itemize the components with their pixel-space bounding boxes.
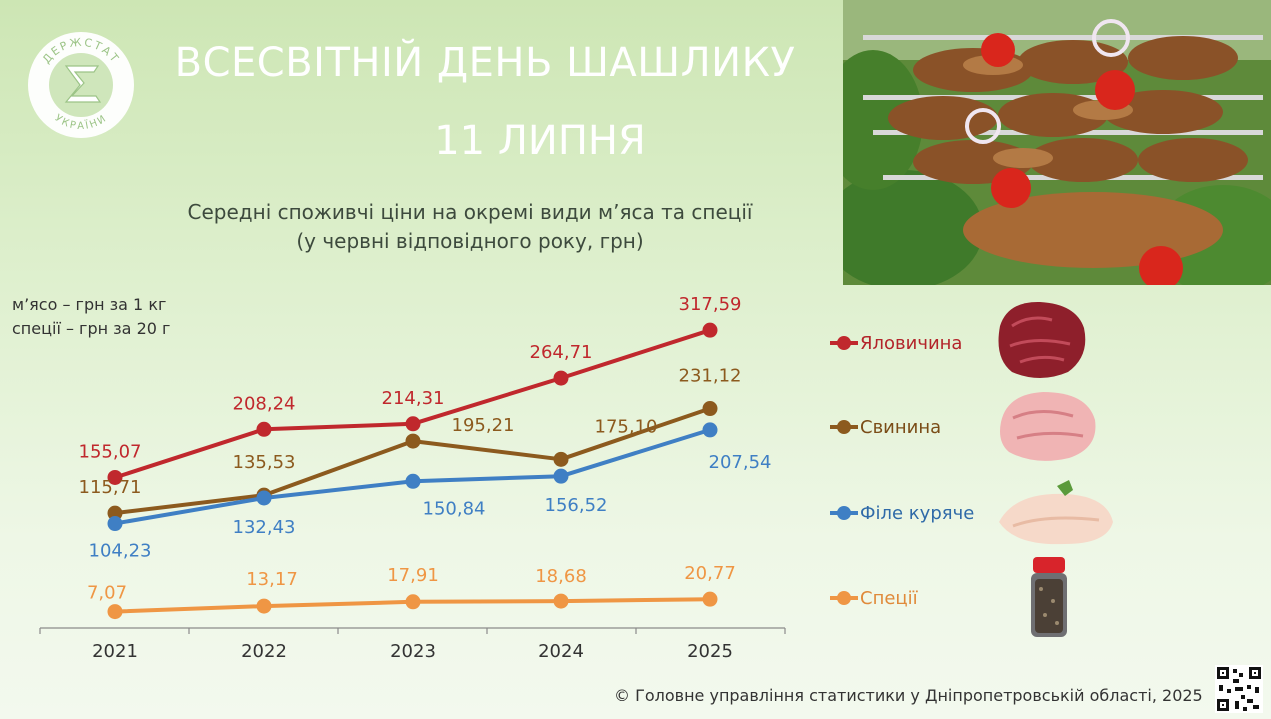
legend-marker <box>830 591 858 605</box>
data-label-beef: 155,07 <box>79 441 142 462</box>
legend-marker <box>830 336 858 350</box>
legend-label: Спеції <box>860 587 918 609</box>
subtitle-line-2: (у червні відповідного року, грн) <box>296 229 644 253</box>
data-label-spices: 7,07 <box>87 583 127 604</box>
data-point-pork <box>107 505 123 521</box>
x-tick-label: 2021 <box>92 641 138 662</box>
derzhstat-logo: ДЕРЖСТАТ УКРАЇНИ <box>28 32 134 138</box>
data-point-beef <box>553 370 569 386</box>
event-date: 11 ЛИПНЯ <box>434 118 646 164</box>
data-point-beef <box>702 322 718 338</box>
subtitle-line-1: Середні споживчі ціни на окремі види м’я… <box>187 200 753 224</box>
data-point-beef <box>107 469 123 485</box>
qr-code-icon[interactable] <box>1215 665 1263 713</box>
legend-label: Яловичина <box>860 332 963 354</box>
data-label-spices: 20,77 <box>684 563 736 584</box>
x-tick-label: 2024 <box>538 641 584 662</box>
data-label-pork: 115,71 <box>79 477 142 498</box>
data-point-spices <box>256 598 272 614</box>
data-label-beef: 264,71 <box>530 342 593 363</box>
data-point-chicken <box>702 422 718 438</box>
legend-label: Філе куряче <box>860 502 975 524</box>
chart-subtitle: Середні споживчі ціни на окремі види м’я… <box>100 198 840 256</box>
data-label-chicken: 104,23 <box>89 541 152 562</box>
data-point-chicken <box>256 490 272 506</box>
x-tick-label: 2025 <box>687 641 733 662</box>
data-label-spices: 18,68 <box>535 566 587 587</box>
pork-icon <box>1000 392 1096 461</box>
data-point-pork <box>702 401 718 417</box>
x-tick-label: 2023 <box>390 641 436 662</box>
legend-item-beef: Яловичина <box>830 331 962 355</box>
data-point-spices <box>107 604 123 620</box>
data-point-spices <box>553 593 569 609</box>
data-point-chicken <box>107 516 123 532</box>
data-label-pork: 231,12 <box>679 366 742 387</box>
data-point-beef <box>256 421 272 437</box>
data-point-chicken <box>405 473 421 489</box>
data-label-spices: 13,17 <box>246 569 298 590</box>
data-label-beef: 214,31 <box>382 388 445 409</box>
source-note: © Головне управління статистики у Дніпро… <box>614 686 1203 705</box>
data-point-beef <box>405 416 421 432</box>
legend-marker <box>830 420 858 434</box>
page-title: ВСЕСВІТНІЙ ДЕНЬ ШАШЛИКУ <box>174 40 796 86</box>
data-point-spices <box>405 594 421 610</box>
unit-note-meat: м’ясо – грн за 1 кг <box>12 295 167 314</box>
data-label-pork: 195,21 <box>452 415 515 436</box>
spice-grinder-icon <box>1031 557 1067 637</box>
data-point-chicken <box>553 468 569 484</box>
data-point-spices <box>702 591 718 607</box>
data-label-pork: 135,53 <box>233 452 296 473</box>
unit-note: м’ясо – грн за 1 кг спеції – грн за 20 г <box>12 293 170 341</box>
data-label-chicken: 156,52 <box>545 495 608 516</box>
legend-item-spices: Спеції <box>830 586 918 610</box>
x-tick-label: 2022 <box>241 641 287 662</box>
data-label-chicken: 132,43 <box>233 517 296 538</box>
data-point-pork <box>553 451 569 467</box>
beef-icon <box>998 301 1086 378</box>
legend-label: Свинина <box>860 416 942 438</box>
legend-marker <box>830 506 858 520</box>
legend-item-chicken: Філе куряче <box>830 501 974 525</box>
chicken-fillet-icon <box>999 480 1113 545</box>
data-point-pork <box>405 433 421 449</box>
shashlik-photo <box>843 0 1271 285</box>
data-label-chicken: 207,54 <box>709 452 772 473</box>
data-label-chicken: 150,84 <box>423 498 486 519</box>
unit-note-spices: спеції – грн за 20 г <box>12 319 171 338</box>
data-label-beef: 208,24 <box>233 393 296 414</box>
data-label-pork: 175,10 <box>595 416 658 437</box>
data-label-beef: 317,59 <box>679 294 742 315</box>
data-label-spices: 17,91 <box>387 565 439 586</box>
legend-item-pork: Свинина <box>830 415 941 439</box>
